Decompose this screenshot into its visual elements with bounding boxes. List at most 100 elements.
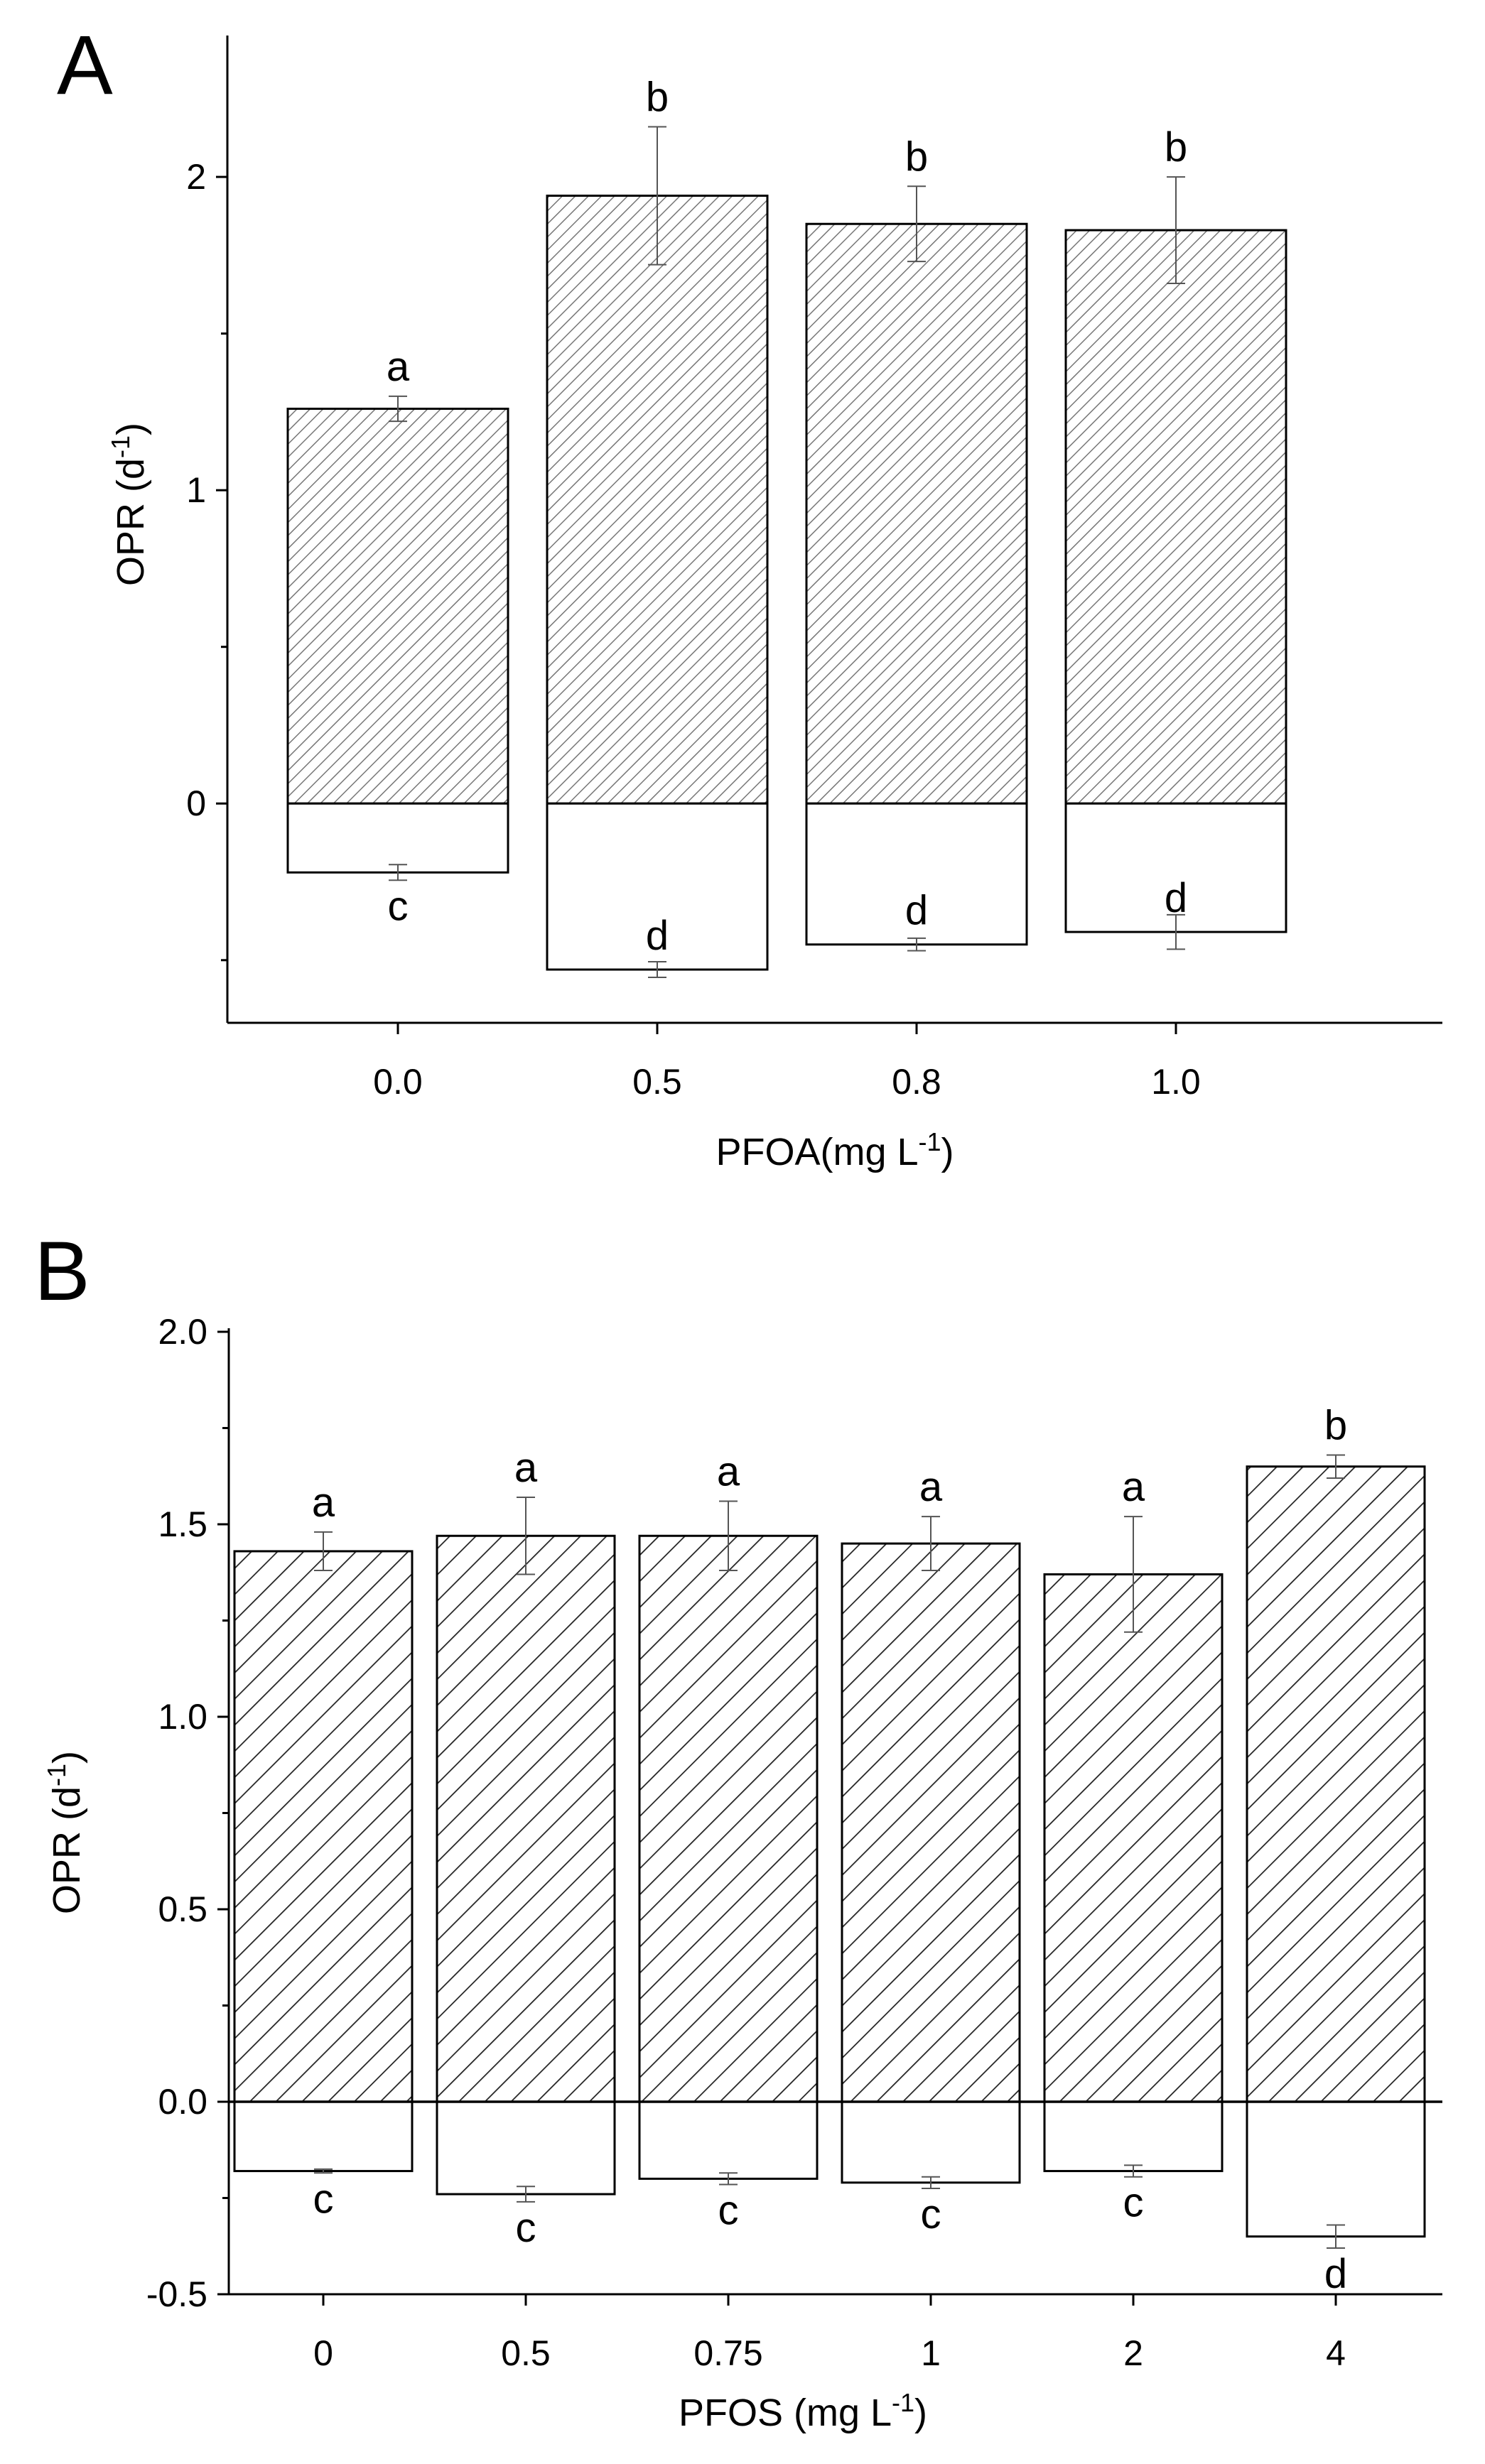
x-tick-label: 0.5 [632, 1062, 682, 1102]
significance-letter: b [1165, 124, 1187, 170]
significance-letter: d [1165, 875, 1187, 921]
panel-b-significance-letters: a c a c a c a c a c b d [312, 1402, 1347, 2297]
significance-letter: b [1324, 1402, 1347, 1448]
error-bar [1167, 913, 1185, 950]
significance-letter: c [1123, 2180, 1144, 2226]
x-tick-label: 0.5 [501, 2333, 551, 2373]
y-tick-label: 2.0 [158, 1312, 207, 1352]
error-bar [389, 395, 407, 423]
significance-letter: d [905, 888, 928, 934]
bar-negative [1043, 2100, 1224, 2173]
significance-letter: c [516, 2205, 536, 2251]
y-tick-label: 1.0 [158, 1697, 207, 1737]
panel-b-x-ticks: 0 0.5 0.75 1 2 4 [313, 2294, 1346, 2373]
x-tick-label: 0.0 [373, 1062, 423, 1102]
bar-negative [233, 2100, 414, 2173]
bar-positive [841, 1542, 1021, 2103]
panel-a-label: A [57, 18, 113, 112]
panel-b-y-axis-title: OPR (d-1) [42, 1751, 88, 1914]
bar-negative [841, 2100, 1021, 2184]
panel-a-y-ticks: 0 1 2 [186, 157, 227, 962]
significance-letter: a [717, 1448, 740, 1494]
error-bar [314, 2168, 333, 2174]
significance-letter: a [1122, 1464, 1145, 1510]
significance-letter: c [313, 2176, 334, 2222]
panel-a-x-ticks: 0.0 0.5 0.8 1.0 [373, 1023, 1201, 1102]
bar-negative [1064, 802, 1287, 933]
panel-b-positive-bars [233, 1465, 1426, 2103]
panel-b-axes [227, 1328, 1442, 2296]
bar-positive [286, 407, 509, 805]
error-bar [719, 1500, 738, 1572]
error-bar [907, 185, 926, 263]
panel-b-x-axis-title: PFOS (mg L-1) [679, 2388, 927, 2434]
y-tick-label: -0.5 [146, 2274, 207, 2314]
panel-a-negative-bars [286, 802, 1287, 971]
panel-a-y-axis-title: OPR (d-1) [106, 423, 152, 586]
x-tick-label: 0.75 [693, 2333, 762, 2373]
y-tick-label: 1.5 [158, 1504, 207, 1544]
x-tick-label: 1.0 [1151, 1062, 1201, 1102]
x-tick-label: 1 [921, 2333, 941, 2373]
error-bar [517, 1497, 535, 1575]
bar-positive [233, 1550, 414, 2103]
panel-a-positive-bars [286, 195, 1287, 805]
error-bar [719, 2172, 738, 2186]
y-tick-label: 1 [186, 470, 206, 510]
error-bar [922, 1516, 940, 1572]
significance-letter: b [905, 134, 928, 180]
error-bar [314, 1531, 333, 1572]
bar-negative [1246, 2100, 1426, 2238]
error-bar [517, 2186, 535, 2203]
significance-letter: c [388, 883, 409, 929]
x-tick-label: 0.8 [892, 1062, 941, 1102]
panel-b-error-bars [314, 1454, 1345, 2249]
y-tick-label: 2 [186, 157, 206, 197]
error-bar [1124, 2164, 1143, 2178]
error-bar [1327, 1454, 1345, 1479]
y-tick-label: 0 [186, 783, 206, 823]
bar-negative [546, 802, 769, 971]
panel-b-label: B [34, 1225, 90, 1318]
significance-letter: d [1324, 2251, 1347, 2297]
significance-letter: d [646, 913, 669, 959]
panel-a-error-bars [389, 126, 1185, 979]
bar-negative [805, 802, 1028, 946]
significance-letter: a [919, 1464, 943, 1510]
y-tick-label: 0.0 [158, 2082, 207, 2122]
error-bar [1167, 176, 1185, 285]
bar-negative [286, 802, 509, 874]
y-tick-label: 0.5 [158, 1889, 207, 1929]
error-bar [648, 960, 666, 979]
bar-positive [436, 1534, 616, 2103]
bar-positive [546, 195, 769, 805]
significance-letter: b [646, 75, 669, 121]
bar-positive [1064, 229, 1287, 805]
panel-a-x-axis-title: PFOA(mg L-1) [716, 1127, 954, 1173]
bar-positive [1043, 1573, 1224, 2103]
significance-letter: c [921, 2191, 941, 2237]
error-bar [907, 937, 926, 952]
significance-letter: a [312, 1480, 335, 1526]
significance-letter: a [387, 344, 410, 390]
x-tick-label: 0 [313, 2333, 333, 2373]
x-tick-label: 2 [1123, 2333, 1143, 2373]
panel-a-significance-letters: a c b d b d b d [387, 75, 1187, 960]
bar-positive [805, 222, 1028, 805]
bar-negative [638, 2100, 819, 2180]
panel-a-axes [226, 36, 1442, 1024]
panel-b-negative-bars [233, 2100, 1426, 2238]
error-bar [922, 2176, 940, 2189]
x-tick-label: 4 [1326, 2333, 1346, 2373]
significance-letter: a [514, 1445, 538, 1491]
error-bar [648, 126, 666, 266]
error-bar [1124, 1516, 1143, 1633]
bar-negative [436, 2100, 616, 2196]
panel-b-y-ticks: -0.5 0.0 0.5 1.0 1.5 2.0 [146, 1312, 229, 2314]
error-bar [389, 864, 407, 881]
panel-a: A a c b d b d b d 0 1 2 0.0 0.5 0.8 1.0 OPR (d-1) PF… [57, 18, 1442, 1173]
significance-letter: c [718, 2188, 739, 2234]
bar-positive [638, 1534, 819, 2103]
